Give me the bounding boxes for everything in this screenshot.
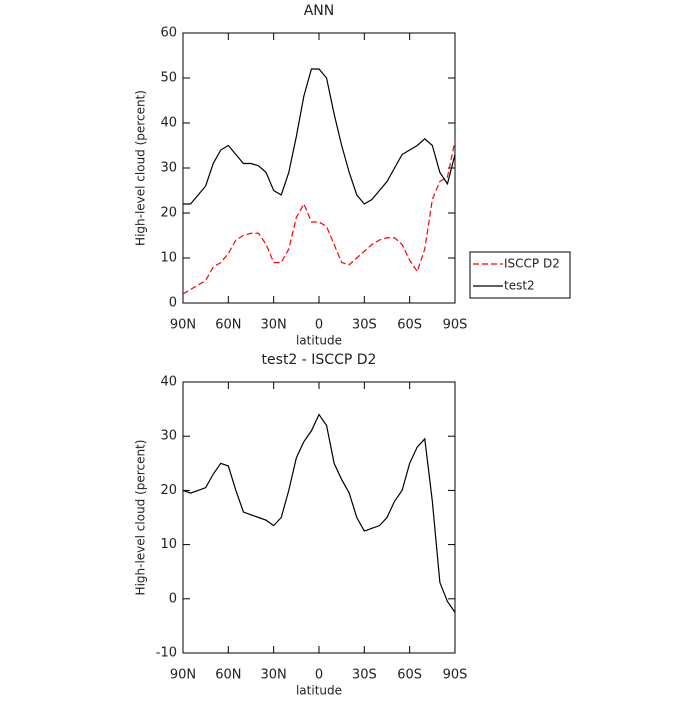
x-tick-label: 60S (397, 668, 422, 683)
y-tick-label: 30 (160, 161, 177, 176)
legend-label: ISCCP D2 (504, 257, 560, 271)
x-tick-label: 0 (315, 318, 323, 333)
y-tick-label: -10 (156, 646, 177, 661)
chart-title: ANN (304, 3, 335, 19)
x-tick-label: 60N (215, 318, 241, 333)
x-tick-label: 90S (443, 318, 468, 333)
plot-frame (182, 381, 456, 654)
x-axis-label: latitude (296, 334, 342, 348)
chart-title: test2 - ISCCP D2 (262, 352, 377, 368)
data-line (183, 68, 456, 205)
y-tick-label: 20 (160, 206, 177, 221)
x-axis-label: latitude (296, 684, 342, 698)
y-tick-label: 10 (160, 251, 177, 266)
data-line (182, 413, 456, 613)
y-axis-label: High-level cloud (percent) (134, 90, 148, 246)
x-tick-label: 30N (261, 668, 287, 683)
y-tick-label: 30 (160, 429, 177, 444)
x-tick-label: 90N (170, 318, 196, 333)
x-tick-label: 90S (443, 668, 468, 683)
x-tick-label: 0 (315, 668, 323, 683)
x-tick-label: 90N (170, 668, 196, 683)
y-tick-label: 10 (160, 537, 177, 552)
legend-label: test2 (504, 279, 535, 293)
y-tick-label: 20 (160, 483, 177, 498)
y-tick-label: 0 (169, 296, 177, 311)
y-tick-label: 40 (160, 375, 177, 390)
x-tick-label: 60S (397, 318, 422, 333)
y-tick-label: 60 (160, 26, 177, 41)
legend-box (469, 251, 571, 299)
data-line (182, 140, 456, 295)
plot-frame (182, 32, 456, 304)
x-tick-label: 30S (352, 318, 377, 333)
y-axis-label: High-level cloud (percent) (134, 440, 148, 596)
y-tick-label: 0 (169, 591, 177, 606)
y-tick-label: 50 (160, 71, 177, 86)
x-tick-label: 30N (261, 318, 287, 333)
x-tick-label: 60N (215, 668, 241, 683)
x-tick-label: 30S (352, 668, 377, 683)
y-tick-label: 40 (160, 116, 177, 131)
